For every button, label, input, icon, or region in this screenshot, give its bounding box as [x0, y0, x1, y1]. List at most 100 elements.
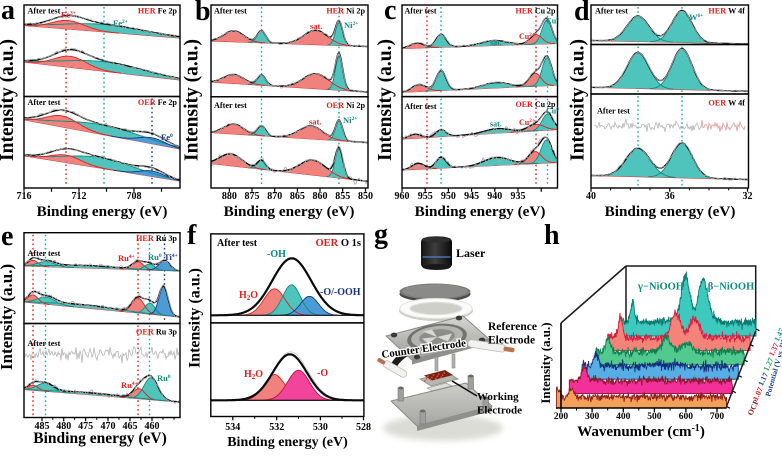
svg-text:After test: After test — [28, 98, 61, 107]
svg-text:Cu0: Cu0 — [546, 17, 559, 26]
svg-text:After test: After test — [405, 102, 437, 111]
svg-text:945: 945 — [464, 191, 479, 202]
svg-text:Cu2+: Cu2+ — [519, 118, 535, 127]
svg-text:865: 865 — [290, 191, 305, 202]
svg-text:OER Ni 2p: OER Ni 2p — [326, 101, 365, 110]
svg-text:Ru4+: Ru4+ — [118, 253, 135, 263]
svg-text:Ru4+: Ru4+ — [121, 380, 138, 390]
svg-text:γ−NiOOH: γ−NiOOH — [637, 282, 684, 293]
svg-text:OER W 4f: OER W 4f — [708, 99, 745, 108]
svg-text:d: d — [574, 0, 590, 27]
svg-text:1.47: 1.47 — [772, 327, 782, 343]
svg-text:485: 485 — [35, 421, 50, 432]
svg-text:After test: After test — [28, 249, 61, 258]
svg-text:Cu2+: Cu2+ — [519, 32, 535, 41]
svg-text:W6+: W6+ — [689, 12, 703, 22]
svg-text:200: 200 — [554, 412, 569, 422]
svg-text:855: 855 — [335, 191, 350, 202]
svg-text:f: f — [187, 220, 197, 251]
svg-text:460: 460 — [145, 421, 160, 432]
svg-text:940: 940 — [487, 191, 502, 202]
svg-text:OER Fe 2p: OER Fe 2p — [138, 98, 178, 107]
svg-text:Ru0: Ru0 — [157, 373, 171, 383]
svg-text:-O: -O — [317, 368, 328, 379]
svg-text:716: 716 — [17, 191, 32, 202]
svg-text:Wavenumber (cm-1): Wavenumber (cm-1) — [577, 423, 705, 440]
svg-text:sat.: sat. — [310, 21, 323, 31]
svg-text:960: 960 — [395, 191, 410, 202]
svg-text:Intensity (a.u.): Intensity (a.u.) — [187, 268, 204, 368]
svg-text:850: 850 — [358, 191, 373, 202]
svg-text:β−NiOOH: β−NiOOH — [708, 282, 755, 293]
svg-text:870: 870 — [267, 191, 282, 202]
svg-text:Intensity (a.u.): Intensity (a.u.) — [538, 322, 553, 403]
svg-text:Ru0: Ru0 — [148, 252, 162, 262]
svg-text:After test: After test — [214, 101, 247, 110]
svg-text:b: b — [195, 0, 211, 27]
svg-text:Fe2+: Fe2+ — [113, 18, 128, 28]
svg-text:Binding energy (eV): Binding energy (eV) — [33, 430, 166, 447]
svg-text:465: 465 — [123, 421, 138, 432]
svg-text:300: 300 — [585, 412, 600, 422]
svg-text:955: 955 — [418, 191, 433, 202]
svg-text:Intensity (a.u.): Intensity (a.u.) — [0, 39, 18, 161]
svg-text:c: c — [384, 0, 396, 26]
svg-text:a: a — [1, 0, 15, 26]
svg-text:Working: Working — [477, 391, 519, 403]
svg-text:Ti4+: Ti4+ — [164, 252, 178, 262]
svg-text:36: 36 — [665, 191, 675, 202]
svg-text:OER O 1s: OER O 1s — [315, 238, 361, 249]
svg-text:935: 935 — [511, 191, 526, 202]
svg-text:Fe0: Fe0 — [161, 132, 173, 142]
svg-text:-OH: -OH — [267, 249, 286, 260]
svg-text:Reference: Reference — [488, 321, 537, 333]
svg-text:H2O: H2O — [239, 290, 258, 302]
svg-text:Intensity (a.u.): Intensity (a.u.) — [375, 39, 396, 161]
svg-text:OER Cu 2p: OER Cu 2p — [515, 100, 556, 109]
svg-text:Binding energy (eV): Binding energy (eV) — [605, 203, 736, 220]
svg-text:Electrode: Electrode — [488, 335, 535, 347]
svg-text:After test: After test — [597, 107, 630, 116]
svg-text:530: 530 — [313, 422, 328, 433]
svg-text:Binding energy (eV): Binding energy (eV) — [415, 203, 546, 220]
svg-text:HER Fe 2p: HER Fe 2p — [138, 7, 178, 16]
svg-text:e: e — [1, 221, 13, 252]
svg-text:500: 500 — [647, 412, 662, 422]
svg-text:HER Cu 2p: HER Cu 2p — [515, 7, 556, 16]
svg-text:480: 480 — [56, 421, 71, 432]
svg-text:sat.: sat. — [309, 117, 322, 127]
svg-text:860: 860 — [313, 191, 328, 202]
svg-text:HER W 4f: HER W 4f — [708, 7, 745, 16]
svg-text:708: 708 — [127, 191, 142, 202]
svg-text:532: 532 — [269, 422, 284, 433]
svg-text:After test: After test — [405, 7, 437, 16]
svg-text:sat.: sat. — [490, 120, 502, 129]
svg-text:712: 712 — [72, 191, 87, 202]
svg-text:After test: After test — [214, 7, 247, 16]
svg-text:Binding energy (eV): Binding energy (eV) — [224, 203, 355, 220]
svg-text:Electrode: Electrode — [477, 405, 522, 417]
svg-text:600: 600 — [679, 412, 694, 422]
svg-text:g: g — [374, 219, 388, 250]
svg-text:700: 700 — [710, 412, 725, 422]
svg-text:475: 475 — [78, 421, 93, 432]
svg-text:After test: After test — [595, 7, 628, 16]
svg-text:32: 32 — [743, 191, 753, 202]
svg-text:After test: After test — [28, 339, 61, 348]
svg-text:875: 875 — [245, 191, 260, 202]
svg-text:528: 528 — [356, 422, 371, 433]
svg-text:Ni2+: Ni2+ — [343, 115, 357, 125]
svg-text:HER Ni 2p: HER Ni 2p — [326, 7, 365, 16]
svg-text:Binding energy (eV): Binding energy (eV) — [37, 203, 168, 220]
svg-text:Intensity (a.u.): Intensity (a.u.) — [0, 264, 16, 370]
svg-text:950: 950 — [441, 191, 456, 202]
svg-text:40: 40 — [586, 191, 596, 202]
svg-text:h: h — [544, 220, 560, 251]
svg-text:sat.: sat. — [490, 38, 502, 47]
svg-text:Cu0: Cu0 — [546, 107, 559, 116]
svg-text:H2O: H2O — [244, 369, 263, 381]
svg-text:400: 400 — [616, 412, 631, 422]
svg-text:470: 470 — [101, 421, 116, 432]
svg-text:Laser: Laser — [456, 246, 486, 260]
svg-text:-O/-OOH: -O/-OOH — [320, 287, 361, 298]
